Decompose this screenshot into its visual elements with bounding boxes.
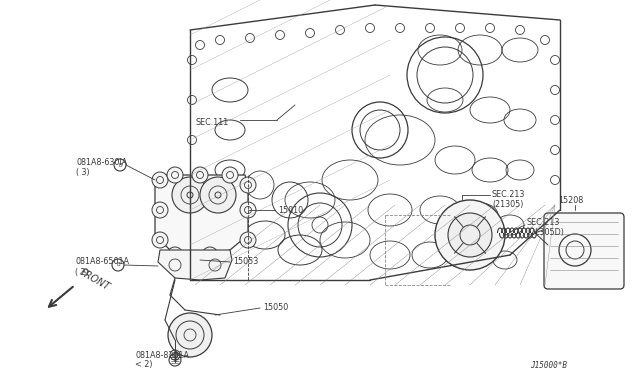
Text: 15010: 15010 <box>278 205 303 215</box>
Circle shape <box>167 247 183 263</box>
Text: (21305): (21305) <box>492 199 524 208</box>
Text: 081A8-630lA: 081A8-630lA <box>76 157 127 167</box>
Circle shape <box>152 172 168 188</box>
Text: SEC.111: SEC.111 <box>195 118 228 126</box>
Text: 081A8-6501A: 081A8-6501A <box>75 257 129 266</box>
Polygon shape <box>155 175 248 255</box>
Text: 081A8-8201A: 081A8-8201A <box>135 350 189 359</box>
Circle shape <box>202 247 218 263</box>
Circle shape <box>222 167 238 183</box>
Circle shape <box>168 313 212 357</box>
Text: SEC.213: SEC.213 <box>527 218 561 227</box>
Circle shape <box>152 202 168 218</box>
Circle shape <box>435 200 505 270</box>
Text: < 2): < 2) <box>135 360 152 369</box>
Circle shape <box>448 213 492 257</box>
Text: 15208: 15208 <box>558 196 583 205</box>
Text: J15000*B: J15000*B <box>530 360 567 369</box>
Polygon shape <box>158 250 232 280</box>
Text: B: B <box>173 357 177 362</box>
Text: ( 3): ( 3) <box>76 167 90 176</box>
Text: ( 2): ( 2) <box>75 267 89 276</box>
Text: SEC.213: SEC.213 <box>492 189 525 199</box>
Circle shape <box>240 202 256 218</box>
Circle shape <box>192 167 208 183</box>
Circle shape <box>240 177 256 193</box>
FancyBboxPatch shape <box>544 213 624 289</box>
Text: 15050: 15050 <box>263 302 288 311</box>
Circle shape <box>167 167 183 183</box>
Circle shape <box>200 177 236 213</box>
Circle shape <box>172 177 208 213</box>
Text: 15053: 15053 <box>233 257 259 266</box>
Text: FRONT: FRONT <box>78 267 112 293</box>
Circle shape <box>152 232 168 248</box>
Circle shape <box>240 232 256 248</box>
Text: B: B <box>118 163 122 167</box>
Text: (2L305D): (2L305D) <box>527 228 564 237</box>
Text: B: B <box>116 263 120 267</box>
